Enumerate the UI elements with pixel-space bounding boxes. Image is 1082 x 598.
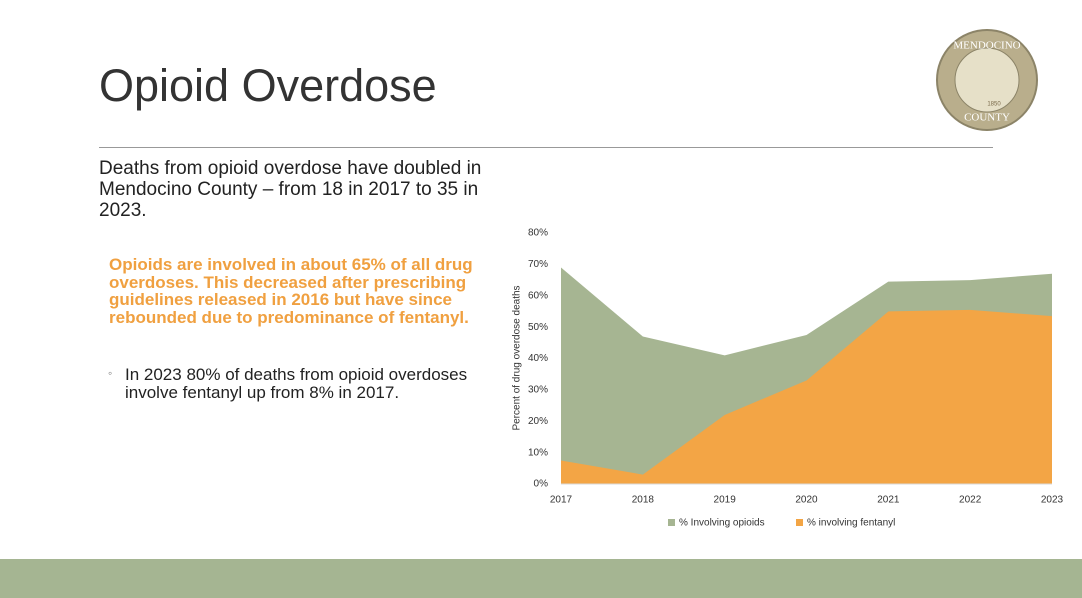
x-tick-label: 2017 (550, 495, 573, 506)
y-tick-label: 20% (528, 416, 548, 427)
y-tick-label: 70% (528, 259, 548, 270)
divider (99, 147, 993, 148)
x-tick-label: 2022 (959, 495, 982, 506)
x-tick-label: 2023 (1041, 495, 1064, 506)
slide-title: Opioid Overdose (99, 60, 437, 111)
y-axis-label: Percent of drug overdose deaths (512, 285, 523, 430)
logo-text: COUNTY (964, 112, 1010, 124)
y-tick-label: 60% (528, 290, 548, 301)
footer-band (0, 559, 1082, 598)
legend-label: % involving fentanyl (807, 518, 895, 529)
logo-text: MENDOCINO (953, 40, 1020, 52)
bullet-text: In 2023 80% of deaths from opioid overdo… (125, 365, 468, 402)
highlight-text: Opioids are involved in about 65% of all… (109, 255, 473, 327)
legend-swatch (668, 519, 675, 526)
x-tick-label: 2018 (632, 495, 655, 506)
area (561, 309, 1052, 484)
x-tick-label: 2019 (714, 495, 737, 506)
legend-label: % Involving opioids (679, 518, 765, 529)
x-tick-label: 2020 (795, 495, 818, 506)
logo: MENDOCINO COUNTY 1850 (936, 29, 1038, 131)
y-tick-label: 40% (528, 353, 548, 364)
x-tick-label: 2021 (877, 495, 900, 506)
legend-swatch (796, 519, 803, 526)
y-tick-label: 10% (528, 447, 548, 458)
logo-year: 1850 (987, 102, 1001, 108)
intro-text: Deaths from opioid overdose have doubled… (99, 158, 482, 221)
bullet-marker: ◦ (108, 366, 113, 380)
y-tick-label: 50% (528, 322, 548, 333)
y-tick-label: 30% (528, 385, 548, 396)
logo-center (954, 47, 1020, 113)
y-tick-label: 80% (528, 228, 548, 239)
y-tick-label: 0% (534, 479, 549, 490)
